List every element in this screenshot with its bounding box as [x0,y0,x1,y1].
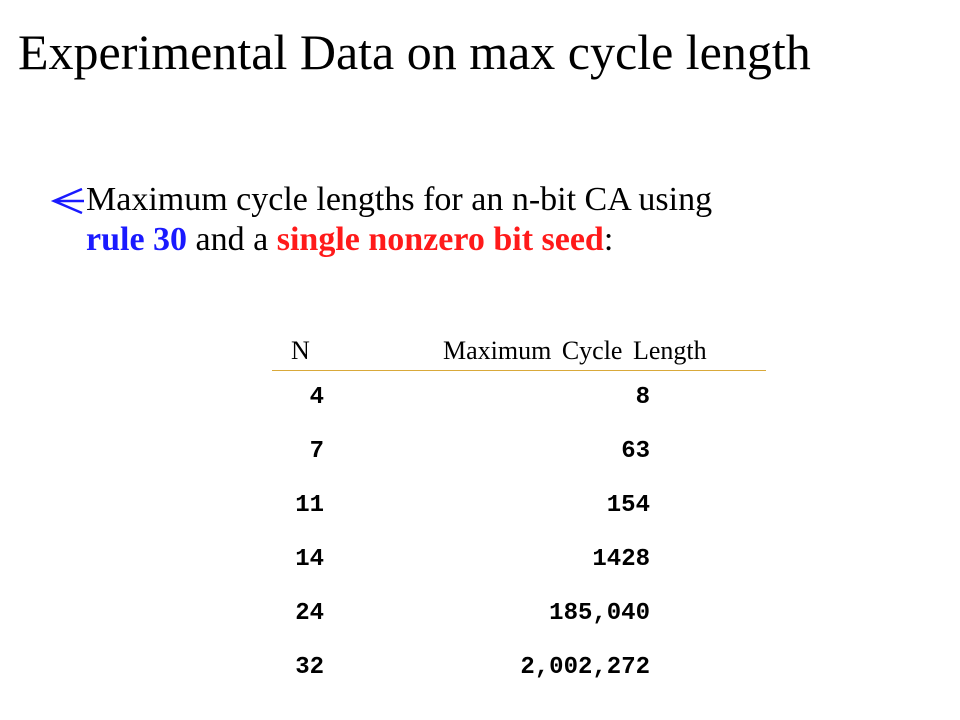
cell-length: 2,002,272 [520,654,650,681]
cell-n: 24 [295,600,324,627]
table-header: N Maximum Cycle Length [0,334,960,370]
table-row: 11 154 [0,486,960,540]
cell-length: 8 [635,384,650,411]
cell-length: 63 [621,438,650,465]
cell-n: 32 [295,654,324,681]
cell-n: 14 [295,546,324,573]
data-table: 4 8 7 63 11 154 14 1428 24 185,040 32 2,… [0,378,960,702]
and-text: and a [187,221,277,258]
colon-text: : [603,221,614,258]
column-header-length: Maximum Cycle Length [443,336,707,365]
header-divider [272,370,766,371]
table-row: 4 8 [0,378,960,432]
cell-length: 1428 [592,546,650,573]
table-row: 24 185,040 [0,594,960,648]
arrow-left-icon [50,186,86,216]
table-row: 14 1428 [0,540,960,594]
cell-n: 7 [309,438,324,465]
rule-30-highlight: rule 30 [86,221,188,258]
cell-length: 154 [606,492,650,519]
bullet-text-line-1: Maximum cycle lengths for an n-bit CA us… [86,181,713,218]
cell-n: 4 [309,384,324,411]
table-row: 7 63 [0,432,960,486]
bullet-text-line-2: rule 30 and a single nonzero bit seed: [86,220,613,260]
column-header-n: N [291,336,310,365]
cell-n: 11 [295,492,324,519]
cell-length: 185,040 [549,600,650,627]
slide-title: Experimental Data on max cycle length [18,24,811,80]
seed-highlight: single nonzero bit seed [276,221,604,258]
table-row: 32 2,002,272 [0,648,960,702]
